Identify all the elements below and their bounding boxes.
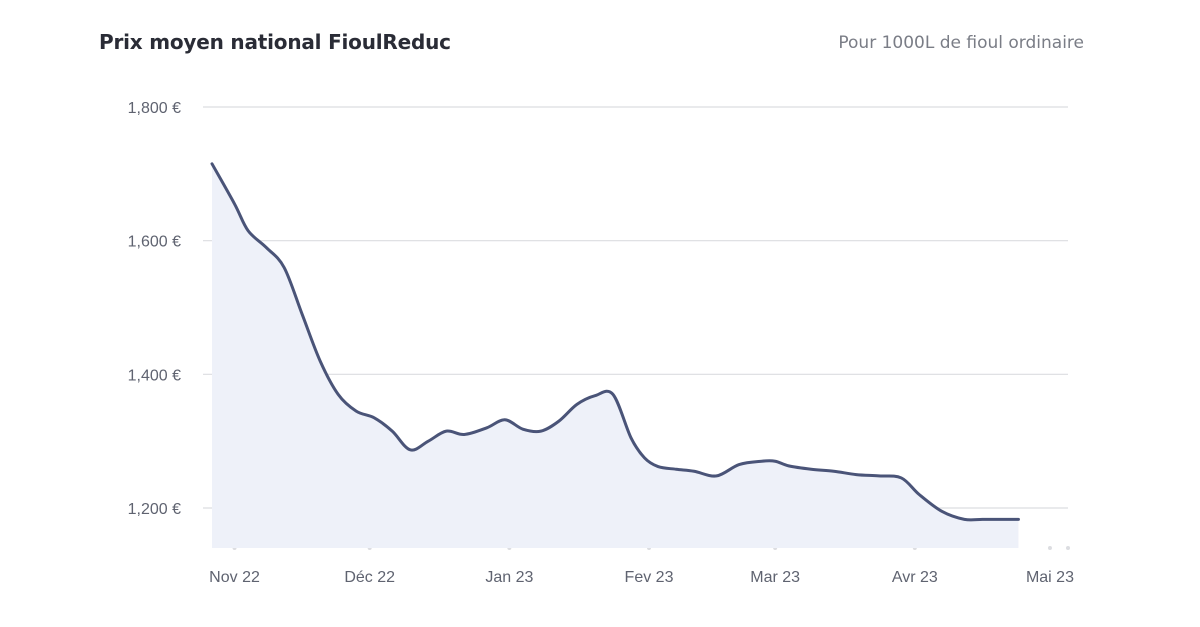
y-tick-label: 1,200 € [128, 501, 181, 518]
y-tick-label: 1,800 € [128, 100, 181, 117]
series-area [212, 163, 1019, 548]
series-area-fill [212, 163, 1019, 548]
x-tick-label: Jan 23 [485, 569, 533, 586]
x-tick-label: Mai 23 [1026, 569, 1074, 586]
y-axis: 1,200 € 1,400 € 1,600 € 1,800 € [128, 100, 181, 518]
chart-subtitle: Pour 1000L de fioul ordinaire [838, 33, 1084, 53]
y-tick-label: 1,400 € [128, 367, 181, 384]
x-tick-label: Déc 22 [344, 569, 395, 586]
x-tick-label: Nov 22 [209, 569, 260, 586]
chart-title: Prix moyen national FioulReduc [99, 30, 451, 54]
series-line [210, 162, 1020, 522]
x-tick-mark [1047, 546, 1052, 550]
x-tick-label: Fev 23 [625, 569, 674, 586]
x-axis-end-mark [1066, 546, 1070, 550]
x-axis: Nov 22 Déc 22 Jan 23 Fev 23 Mar 23 Avr 23 Mai … [209, 546, 1074, 586]
x-tick-label: Mar 23 [750, 569, 800, 586]
x-tick-label: Avr 23 [892, 569, 938, 586]
y-tick-label: 1,600 € [128, 234, 181, 251]
chart-header: Prix moyen national FioulReduc Pour 1000… [99, 30, 1084, 64]
series-line-path [210, 162, 1020, 522]
